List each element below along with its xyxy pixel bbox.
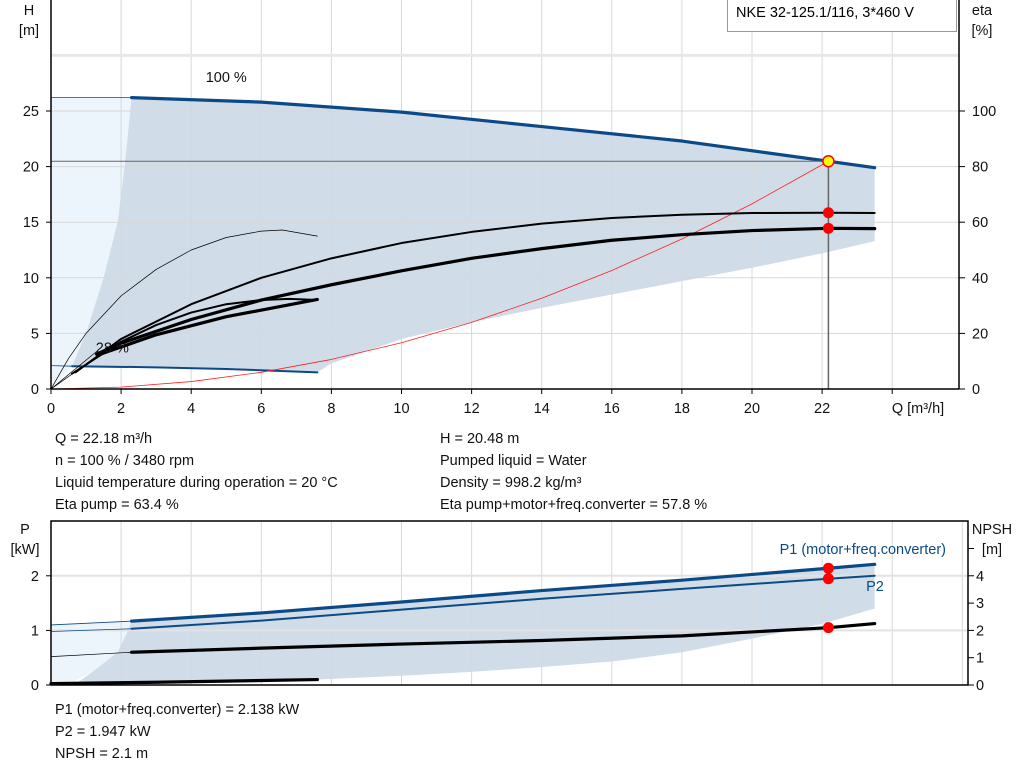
curve-h-3 bbox=[50, 365, 73, 367]
info-density: Density = 998.2 kg/m³ bbox=[440, 475, 582, 491]
x-tick-label: 8 bbox=[327, 401, 335, 417]
curve-p-1 bbox=[50, 620, 133, 626]
y-tick-label-right: 100 bbox=[972, 104, 996, 120]
y-tick-label-left: 5 bbox=[31, 326, 39, 342]
y-tick-label-left: 2 bbox=[31, 569, 39, 585]
curve-npsh-5 bbox=[50, 651, 132, 657]
info-p1: P1 (motor+freq.converter) = 2.138 kW bbox=[55, 702, 300, 718]
x-tick-label: 4 bbox=[187, 401, 195, 417]
y-tick-label-left: 15 bbox=[23, 215, 39, 231]
curve-eta-6 bbox=[94, 226, 877, 356]
point-p1 bbox=[822, 562, 834, 574]
y-tick-label-left: 1 bbox=[31, 623, 39, 639]
y-axis-unit-left: [m] bbox=[19, 23, 39, 39]
y-tick-label-right: 1 bbox=[976, 651, 984, 667]
y-tick-label-left: 25 bbox=[23, 104, 39, 120]
y-axis-label-left: P bbox=[20, 522, 30, 538]
curve-eta-9 bbox=[98, 297, 319, 356]
curve-eta-5 bbox=[74, 211, 876, 374]
info-p2: P2 = 1.947 kW bbox=[55, 724, 151, 740]
x-tick-label: 16 bbox=[604, 401, 620, 417]
y-tick-label-right: 60 bbox=[972, 215, 988, 231]
x-tick-label: 10 bbox=[393, 401, 409, 417]
y-tick-label-right: 0 bbox=[976, 678, 984, 694]
info-q: Q = 22.18 m³/h bbox=[55, 431, 153, 447]
x-tick-label: 2 bbox=[117, 401, 125, 417]
y-axis-unit-right: [m] bbox=[982, 542, 1002, 558]
shaded-operating-area bbox=[75, 564, 875, 684]
curve-eta-10 bbox=[50, 353, 101, 390]
curve-p-3 bbox=[50, 628, 133, 632]
y-tick-label-right: 20 bbox=[972, 326, 988, 342]
legend-pump-model: NKE 32-125.1/116, 3*460 V bbox=[727, 0, 957, 32]
x-tick-label: 14 bbox=[534, 401, 550, 417]
info-temperature: Liquid temperature during operation = 20… bbox=[55, 475, 338, 491]
point-eta-total bbox=[822, 222, 834, 234]
x-tick-label: 6 bbox=[257, 401, 265, 417]
y-axis-label-right: NPSH bbox=[972, 522, 1012, 538]
point-eta-pump bbox=[822, 207, 834, 219]
x-axis-label: Q [m³/h] bbox=[892, 401, 944, 417]
x-tick-label: 20 bbox=[744, 401, 760, 417]
curve-eta-11 bbox=[50, 351, 97, 390]
info-eta-pump: Eta pump = 63.4 % bbox=[55, 497, 179, 513]
series-label-p1: P1 (motor+freq.converter) bbox=[780, 542, 946, 558]
shaded-area-light bbox=[51, 621, 132, 684]
y-tick-label-right: 3 bbox=[976, 596, 984, 612]
series-label-p2: P2 bbox=[866, 579, 884, 595]
x-tick-label: 18 bbox=[674, 401, 690, 417]
y-tick-label-right: 80 bbox=[972, 160, 988, 176]
curve-label: 28 % bbox=[96, 340, 129, 356]
y-tick-label-left: 10 bbox=[23, 271, 39, 287]
y-tick-label-right: 40 bbox=[972, 271, 988, 287]
shaded-operating-area bbox=[72, 97, 875, 373]
legend-title: NKE 32-125.1/116, 3*460 V bbox=[736, 5, 914, 21]
y-axis-label-left: H bbox=[24, 3, 34, 19]
info-speed: n = 100 % / 3480 rpm bbox=[55, 453, 195, 469]
y-tick-label-left: 0 bbox=[31, 678, 39, 694]
info-npsh: NPSH = 2.1 m bbox=[55, 746, 149, 762]
shaded-area-light bbox=[51, 97, 132, 389]
y-axis-unit-right: [%] bbox=[972, 23, 993, 39]
y-tick-label-left: 0 bbox=[31, 382, 39, 398]
x-tick-label: 0 bbox=[47, 401, 55, 417]
y-tick-label-right: 2 bbox=[976, 623, 984, 639]
info-eta-total: Eta pump+motor+freq.converter = 57.8 % bbox=[440, 497, 708, 513]
curve-eta-7 bbox=[50, 229, 318, 390]
point-npsh bbox=[822, 622, 834, 634]
y-tick-label-right: 0 bbox=[972, 382, 980, 398]
y-tick-label-right: 4 bbox=[976, 569, 984, 585]
curve-npsh-6 bbox=[49, 677, 319, 686]
curve-eta-8 bbox=[71, 297, 319, 375]
info-head: H = 20.48 m bbox=[440, 431, 520, 447]
y-tick-label-left: 20 bbox=[23, 160, 39, 176]
x-tick-label: 22 bbox=[814, 401, 830, 417]
info-liquid: Pumped liquid = Water bbox=[440, 453, 587, 469]
curve-label: 100 % bbox=[206, 70, 247, 86]
point-p2 bbox=[822, 573, 834, 585]
y-axis-unit-left: [kW] bbox=[11, 542, 40, 558]
duty-point bbox=[822, 155, 835, 168]
x-tick-label: 12 bbox=[464, 401, 480, 417]
y-axis-label-right: eta bbox=[972, 3, 993, 19]
